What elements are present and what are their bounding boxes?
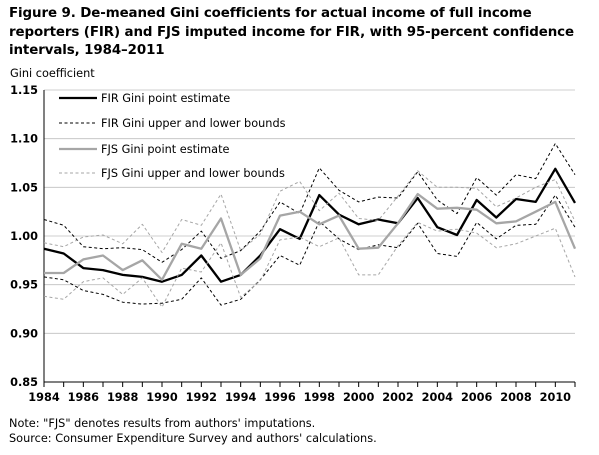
legend-label: FIR Gini upper and lower bounds: [101, 117, 286, 130]
x-tick-label: 1994: [225, 391, 257, 404]
y-axis-label: Gini coefficient: [10, 67, 95, 80]
x-tick-label: 2010: [540, 391, 572, 404]
x-tick-label: 1996: [264, 391, 296, 404]
y-tick-label: 1.05: [10, 181, 38, 194]
legend-label: FIR Gini point estimate: [101, 92, 230, 105]
legend-label: FJS Gini upper and lower bounds: [101, 167, 285, 180]
series-line: [43, 167, 576, 283]
series-lines: [43, 143, 577, 308]
legend-label: FJS Gini point estimate: [101, 143, 230, 156]
axes: 1.15 1.10 1.05 1.00 0.95 0.90 0.85 1984 1986 1988…: [10, 84, 576, 404]
series-line: [43, 143, 576, 263]
series-line: [43, 221, 576, 308]
y-tick-label: 0.95: [10, 279, 38, 292]
y-tick-label: 0.85: [10, 376, 38, 389]
chart-title: Figure 9. De-meaned Gini coefficients fo…: [9, 6, 575, 58]
legend: FIR Gini point estimate FIR Gini upper an…: [59, 92, 286, 180]
x-tick-label: 1988: [107, 391, 139, 404]
x-tick-label: 2000: [343, 391, 375, 404]
x-tick-label: 1990: [146, 391, 178, 404]
y-tick-label: 1.10: [10, 133, 38, 146]
series-line: [43, 194, 576, 306]
y-tick-label: 1.15: [10, 84, 38, 97]
x-tick-label: 2004: [422, 391, 454, 404]
x-tick-label: 2008: [500, 391, 532, 404]
series-line: [43, 170, 576, 253]
source-text: Source: Consumer Expenditure Survey and …: [9, 432, 377, 445]
x-tick-label: 1998: [304, 391, 336, 404]
x-tick-label: 1986: [68, 391, 100, 404]
x-tick-label: 1992: [186, 391, 217, 404]
x-tick-label: 2002: [382, 391, 413, 404]
x-tick-label: 2006: [461, 391, 493, 404]
y-tick-label: 1.00: [10, 230, 38, 243]
note-text: Note: "FJS" denotes results from authors…: [9, 417, 316, 430]
x-tick-label: 1984: [28, 391, 60, 404]
series-line: [44, 192, 577, 281]
y-tick-label: 0.90: [10, 327, 38, 340]
gridlines: [44, 89, 575, 334]
